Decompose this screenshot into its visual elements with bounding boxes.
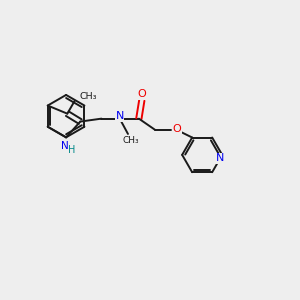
Text: N: N <box>116 111 124 121</box>
Text: CH₃: CH₃ <box>80 92 98 101</box>
Text: CH₃: CH₃ <box>122 136 139 145</box>
Text: N: N <box>216 153 224 164</box>
Text: N: N <box>61 141 68 151</box>
Text: H: H <box>68 145 76 155</box>
Text: O: O <box>173 124 182 134</box>
Text: O: O <box>137 89 146 100</box>
